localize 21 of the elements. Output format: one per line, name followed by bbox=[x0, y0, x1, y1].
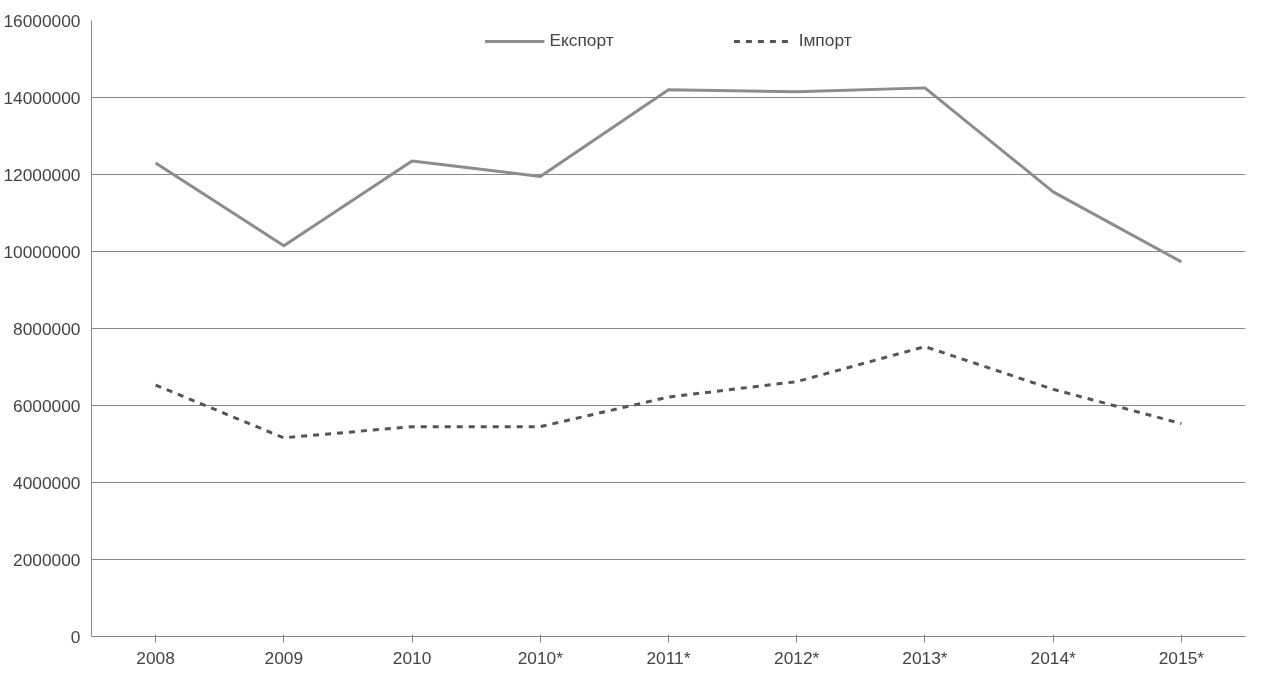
y-tick-label: 6000000 bbox=[13, 395, 81, 416]
x-tick-label: 2011* bbox=[646, 647, 691, 668]
y-tick-label: 16000000 bbox=[3, 10, 81, 31]
y-tick-label: 4000000 bbox=[13, 472, 81, 493]
y-tick-label: 8000000 bbox=[13, 318, 81, 339]
x-tick-label: 2010 bbox=[392, 647, 432, 668]
y-tick-label: 14000000 bbox=[3, 87, 81, 108]
x-tick-label: 2009 bbox=[264, 647, 304, 668]
x-tick-label: 2015* bbox=[1158, 647, 1205, 668]
legend-label: Імпорт bbox=[798, 30, 852, 51]
x-tick-label: 2012* bbox=[774, 647, 820, 668]
y-tick-label: 0 bbox=[70, 626, 81, 647]
x-tick-label: 2008 bbox=[136, 647, 175, 668]
x-tick-label: 2014* bbox=[1030, 647, 1077, 668]
x-tick-label: 2010* bbox=[517, 647, 564, 668]
y-tick-label: 2000000 bbox=[13, 549, 81, 570]
y-tick-label: 10000000 bbox=[3, 241, 81, 262]
line-series bbox=[154, 345, 1183, 440]
x-tick-label: 2013* bbox=[902, 647, 948, 668]
y-tick-label: 12000000 bbox=[3, 164, 81, 185]
legend-label: Експорт bbox=[549, 30, 614, 51]
